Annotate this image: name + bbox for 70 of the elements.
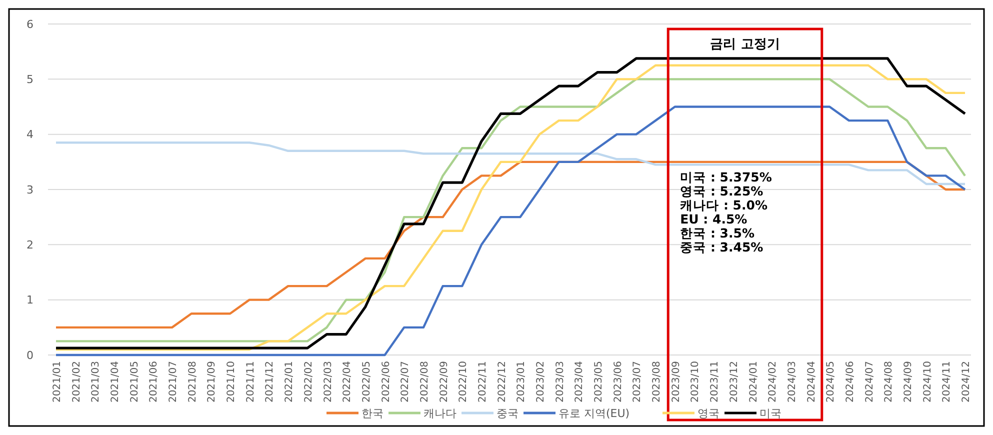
x-tick-label: 2021/07 xyxy=(168,361,180,403)
x-tick-label: 2024/10 xyxy=(922,361,934,403)
x-tick-label: 2024/11 xyxy=(942,361,953,403)
x-tick-label: 2022/12 xyxy=(496,361,508,403)
x-tick-label: 2021/01 xyxy=(52,361,63,403)
annotation: 캐나다 : 5.0% xyxy=(680,198,768,212)
y-tick-label: 6 xyxy=(26,18,34,31)
x-tick-label: 2024/04 xyxy=(806,361,818,403)
legend-label: 미국 xyxy=(760,407,782,420)
annotation: 중국 : 3.45% xyxy=(680,240,764,254)
x-tick-label: 2023/03 xyxy=(554,361,566,403)
x-tick-label: 2021/09 xyxy=(206,361,218,403)
x-tick-label: 2021/06 xyxy=(148,361,160,403)
x-tick-label: 2024/07 xyxy=(864,361,876,403)
x-tick-label: 2023/05 xyxy=(594,361,605,403)
line-series xyxy=(54,142,966,186)
y-tick-label: 4 xyxy=(26,128,34,142)
x-tick-label: 2022/04 xyxy=(342,361,354,403)
x-tick-label: 2021/12 xyxy=(264,361,276,403)
x-tick-label: 2021/10 xyxy=(226,361,238,403)
y-tick-label: 3 xyxy=(26,183,34,196)
line-series xyxy=(54,160,966,329)
x-tick-label: 2024/06 xyxy=(844,361,856,403)
x-tick-label: 2024/08 xyxy=(884,361,895,403)
x-tick-label: 2024/01 xyxy=(748,361,760,403)
x-tick-label: 2023/08 xyxy=(652,361,663,403)
x-tick-label: 2024/05 xyxy=(826,361,837,403)
x-tick-label: 2022/03 xyxy=(322,361,334,403)
legend-label: 유로 지역(EU) xyxy=(558,407,630,420)
annotation: 금리 고정기 xyxy=(710,37,780,52)
x-tick-label: 2021/11 xyxy=(245,361,256,403)
x-tick-label: 2022/05 xyxy=(361,361,372,403)
annotation: 한국 : 3.5% xyxy=(680,226,755,240)
legend-label: 중국 xyxy=(496,407,518,420)
y-tick-label: 0 xyxy=(26,348,34,362)
annotation: EU : 4.5% xyxy=(680,212,748,226)
legend-label: 캐나다 xyxy=(424,407,456,420)
x-tick-label: 2022/02 xyxy=(303,361,314,403)
y-tick-label: 1 xyxy=(26,294,34,307)
x-tick-label: 2022/01 xyxy=(284,361,296,403)
legend-label: 한국 xyxy=(362,407,384,420)
x-tick-label: 2023/06 xyxy=(612,361,624,403)
y-tick-label: 5 xyxy=(26,73,34,86)
x-tick-label: 2024/09 xyxy=(902,361,914,403)
x-tick-label: 2024/02 xyxy=(768,361,779,403)
x-tick-label: 2023/11 xyxy=(710,361,721,403)
x-tick-label: 2023/09 xyxy=(670,361,682,403)
x-tick-label: 2021/08 xyxy=(187,361,198,403)
annotation: 영국 : 5.25% xyxy=(680,184,764,198)
x-tick-label: 2021/04 xyxy=(110,361,122,403)
x-tick-label: 2024/03 xyxy=(786,361,798,403)
x-tick-label: 2022/10 xyxy=(458,361,470,403)
x-tick-label: 2021/05 xyxy=(129,361,140,403)
legend-label: 영국 xyxy=(698,407,720,420)
annotation: 미국 : 5.375% xyxy=(680,170,772,184)
x-tick-label: 2023/01 xyxy=(516,361,528,403)
x-tick-label: 2021/02 xyxy=(71,361,82,403)
x-tick-label: 2023/02 xyxy=(536,361,547,403)
y-tick-label: 2 xyxy=(26,238,34,252)
x-tick-label: 2023/04 xyxy=(574,361,586,403)
x-tick-label: 2023/10 xyxy=(690,361,702,403)
x-tick-label: 2021/03 xyxy=(90,361,102,403)
x-tick-label: 2023/12 xyxy=(728,361,740,403)
x-tick-label: 2022/08 xyxy=(419,361,430,403)
x-tick-label: 2024/12 xyxy=(961,361,972,403)
x-tick-label: 2022/07 xyxy=(400,361,412,403)
x-tick-label: 2023/07 xyxy=(632,361,644,403)
x-tick-label: 2022/11 xyxy=(477,361,488,403)
x-tick-label: 2022/06 xyxy=(380,361,392,403)
x-tick-label: 2022/09 xyxy=(438,361,450,403)
